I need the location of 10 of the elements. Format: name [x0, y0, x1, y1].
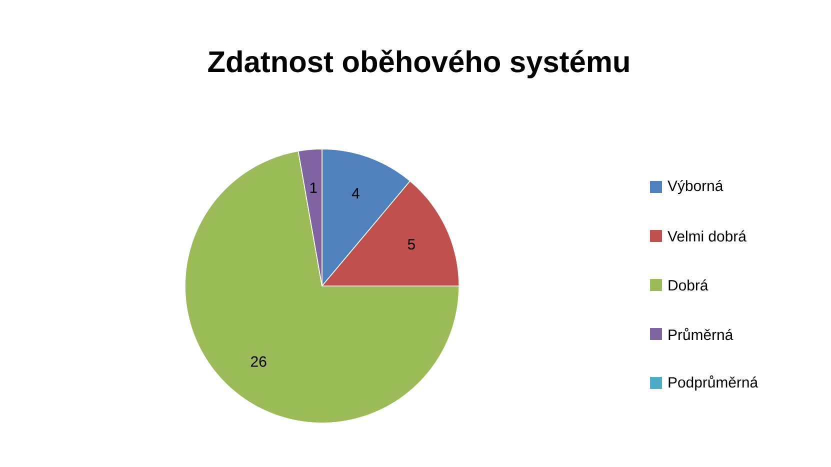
legend-label: Podprůměrná: [668, 375, 758, 391]
data-label: 26: [251, 356, 266, 367]
chart-title: Zdatnost oběhového systému: [208, 50, 629, 78]
legend-label: Průměrná: [668, 328, 734, 340]
data-label: 1: [310, 182, 317, 193]
legend-label: Dobrá: [668, 279, 708, 291]
legend-label: Výborná: [668, 180, 724, 194]
data-label: 5: [408, 239, 415, 250]
data-label: 4: [352, 188, 360, 198]
legend-label: Velmi dobrá: [668, 230, 746, 242]
